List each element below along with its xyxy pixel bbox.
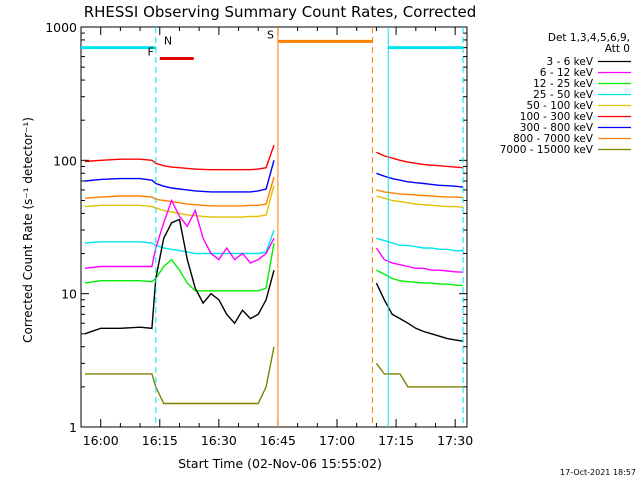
- plot-frame: [80, 26, 468, 428]
- x-tick-label: 16:45: [260, 433, 296, 448]
- x-tick-label: 16:30: [201, 433, 237, 448]
- legend-label-12-25-kev: 12 - 25 keV: [533, 78, 594, 90]
- x-tick-label: 16:00: [83, 433, 119, 448]
- timestamp: 17-Oct-2021 18:57: [560, 468, 636, 477]
- x-tick-label: 17:00: [319, 433, 355, 448]
- series-line-300-800-kev: [84, 160, 464, 193]
- legend-header-line-2: Att 0: [605, 43, 630, 55]
- y-axis-label: Corrected Count Rate (s⁻¹ detector⁻¹): [21, 117, 35, 343]
- series-line-800-7000-kev: [84, 176, 464, 207]
- series-line-50-100-kev: [84, 185, 464, 218]
- plot-area: [80, 26, 467, 428]
- legend-label-800-7000-kev: 800 - 7000 keV: [513, 133, 594, 145]
- y-tick-label: 100: [53, 153, 77, 168]
- series-line-100-300-kev: [84, 144, 464, 171]
- legend-header-line-1: Det 1,3,4,5,6,9,: [548, 32, 630, 44]
- x-tick-label: 16:15: [142, 433, 178, 448]
- series-line-6-12-kev: [84, 198, 464, 273]
- legend-label-100-300-kev: 100 - 300 keV: [520, 111, 594, 123]
- marker-label-n: N: [164, 35, 172, 48]
- chart-title: RHESSI Observing Summary Count Rates, Co…: [84, 3, 477, 21]
- legend-label-7000-15000-kev: 7000 - 15000 keV: [500, 144, 594, 156]
- legend-label-3-6-kev: 3 - 6 keV: [546, 56, 593, 68]
- x-axis-label: Start Time (02-Nov-06 15:55:02): [178, 456, 382, 471]
- y-tick-label: 1000: [45, 20, 77, 35]
- x-tick-label: 17:15: [378, 433, 414, 448]
- legend-label-6-12-kev: 6 - 12 keV: [540, 67, 594, 79]
- series-line-12-25-kev: [84, 242, 464, 292]
- series-line-3-6-kev: [84, 218, 464, 342]
- legend-label-50-100-kev: 50 - 100 keV: [526, 100, 593, 112]
- series-line-25-50-kev: [84, 229, 464, 255]
- marker-label-f: F: [147, 46, 153, 59]
- legend-label-25-50-kev: 25 - 50 keV: [533, 89, 594, 101]
- marker-label-s: S: [267, 28, 274, 41]
- legend-label-300-800-kev: 300 - 800 keV: [520, 122, 594, 134]
- y-tick-label: 10: [61, 287, 77, 302]
- x-tick-label: 17:30: [437, 433, 473, 448]
- y-tick-label: 1: [69, 420, 77, 435]
- series-line-7000-15000-kev: [84, 346, 464, 405]
